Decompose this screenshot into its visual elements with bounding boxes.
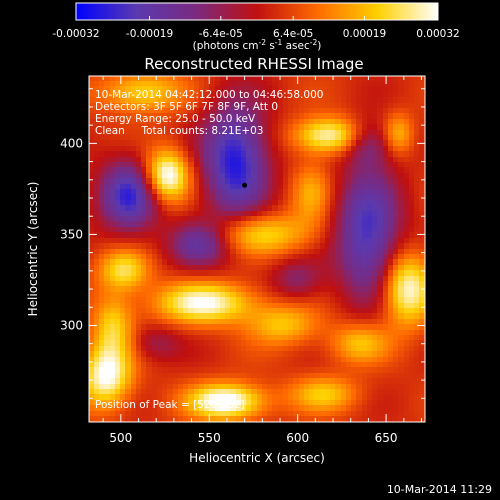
- colorbar-strip: [75, 2, 439, 21]
- x-axis-label: Heliocentric X (arcsec): [189, 451, 325, 465]
- colorbar-tick-label: -6.4e-05: [199, 28, 243, 40]
- image-container: [89, 76, 425, 422]
- x-tick-labels: 500 550 600 650: [109, 431, 397, 445]
- x-tick-label: 650: [375, 431, 398, 445]
- peak-position-label: Position of Peak = [526,382]: [95, 399, 245, 411]
- colorbar-tick-label: 0.00019: [343, 28, 386, 40]
- annotation-counts: Clean Total counts: 8.21E+03: [95, 125, 264, 137]
- axis-ticks: [89, 76, 425, 422]
- x-tick-label: 500: [109, 431, 132, 445]
- y-axis-label: Heliocentric Y (arcsec): [26, 182, 40, 317]
- x-tick-label: 600: [286, 431, 309, 445]
- annotation-detectors: Detectors: 3F 5F 6F 7F 8F 9F, Att 0: [95, 101, 278, 113]
- colorbar-ticks: [75, 16, 439, 20]
- annotation-energy: Energy Range: 25.0 - 50.0 keV: [95, 113, 256, 125]
- x-tick-label: 550: [198, 431, 221, 445]
- colorbar-tick-labels: -0.00032 -0.00019 -6.4e-05 6.4e-05 0.00019 0.…: [52, 28, 459, 40]
- y-tick-label: 350: [60, 227, 83, 241]
- annotation-time: 10-Mar-2014 04:42:12.000 to 04:46:58.000: [95, 89, 323, 101]
- annotation-block: 10-Mar-2014 04:42:12.000 to 04:46:58.000…: [95, 89, 323, 411]
- colorbar-units: (photons cm-2 s-1 asec-2): [193, 38, 322, 52]
- colorbar-tick-label: -0.00019: [126, 28, 173, 40]
- y-tick-label: 300: [60, 318, 83, 332]
- footer-timestamp: 10-Mar-2014 11:29: [386, 483, 492, 496]
- chart-title: Reconstructed RHESSI Image: [144, 55, 363, 73]
- y-tick-label: 400: [60, 136, 83, 150]
- y-tick-labels: 300 350 400: [60, 136, 83, 332]
- colorbar-tick-label: -0.00032: [52, 28, 99, 40]
- plot-area: [88, 75, 426, 423]
- peak-marker: [242, 182, 248, 188]
- colorbar: -0.00032 -0.00019 -6.4e-05 6.4e-05 0.00019 0.…: [52, 2, 460, 52]
- colorbar-tick-label: 0.00032: [416, 28, 459, 40]
- colorbar-tick-label: 6.4e-05: [273, 28, 313, 40]
- heatmap-image: [89, 76, 425, 422]
- plot-frame: [88, 75, 426, 423]
